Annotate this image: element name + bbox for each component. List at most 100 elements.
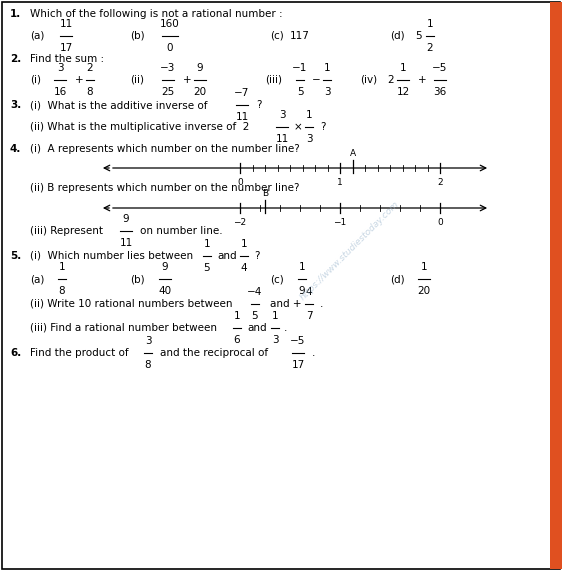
Text: 3: 3	[272, 335, 278, 345]
Text: 6: 6	[233, 335, 240, 345]
Text: 3.: 3.	[10, 100, 21, 110]
Text: (i)  A represents which number on the number line?: (i) A represents which number on the num…	[30, 144, 299, 154]
Text: (c): (c)	[270, 31, 284, 41]
Text: (iv): (iv)	[360, 75, 377, 85]
Text: (b): (b)	[130, 274, 144, 284]
Text: 5: 5	[297, 87, 303, 97]
Text: 2: 2	[87, 63, 93, 73]
Text: 1: 1	[241, 239, 247, 249]
Text: 160: 160	[160, 19, 180, 29]
Text: 1: 1	[400, 63, 406, 73]
Text: 5: 5	[204, 263, 210, 273]
Text: 12: 12	[396, 87, 409, 97]
Text: 0: 0	[167, 43, 173, 53]
Text: 1: 1	[324, 63, 331, 73]
Text: −4: −4	[247, 287, 263, 297]
Text: 8: 8	[59, 286, 65, 296]
Text: and +: and +	[270, 299, 302, 309]
Text: 2.: 2.	[10, 54, 21, 64]
Text: (i)  Which number lies between: (i) Which number lies between	[30, 251, 193, 261]
Text: 117: 117	[290, 31, 310, 41]
Text: https://www.studiestoday.com: https://www.studiestoday.com	[299, 200, 402, 302]
Text: 1: 1	[427, 19, 433, 29]
Text: (c): (c)	[270, 274, 284, 284]
Text: and: and	[217, 251, 237, 261]
Text: 1: 1	[337, 178, 343, 187]
Text: 11: 11	[275, 134, 289, 144]
Text: ?: ?	[254, 251, 259, 261]
Text: A: A	[350, 149, 355, 158]
Text: 2: 2	[427, 43, 433, 53]
Text: (iii) Represent: (iii) Represent	[30, 226, 103, 236]
Text: 25: 25	[161, 87, 175, 97]
Text: Find the sum :: Find the sum :	[30, 54, 104, 64]
Text: B: B	[262, 189, 268, 198]
Text: .: .	[312, 348, 315, 358]
Text: and: and	[247, 323, 267, 333]
Text: 8: 8	[145, 360, 151, 370]
Text: −1: −1	[333, 218, 347, 227]
Text: 4: 4	[306, 287, 312, 297]
Text: 11: 11	[235, 112, 249, 122]
Text: Find the product of: Find the product of	[30, 348, 129, 358]
Bar	[550, 2, 562, 569]
Text: 11: 11	[120, 238, 133, 248]
Text: 1: 1	[306, 110, 312, 120]
Text: 1: 1	[233, 311, 240, 321]
Text: (ii) Write 10 rational numbers between: (ii) Write 10 rational numbers between	[30, 299, 232, 309]
Text: (iii): (iii)	[265, 75, 282, 85]
Text: (d): (d)	[390, 31, 404, 41]
Text: 3: 3	[145, 336, 151, 346]
Text: 5.: 5.	[10, 251, 21, 261]
Text: −3: −3	[160, 63, 176, 73]
Text: 9: 9	[123, 214, 129, 224]
Text: (a): (a)	[30, 31, 45, 41]
Text: 3: 3	[279, 110, 285, 120]
Text: 5: 5	[415, 31, 422, 41]
Text: 1: 1	[299, 262, 305, 272]
Text: 3: 3	[57, 63, 63, 73]
Text: 4.: 4.	[10, 144, 21, 154]
Text: 7: 7	[306, 311, 312, 321]
Text: 16: 16	[54, 87, 67, 97]
Text: 9: 9	[162, 262, 168, 272]
Text: 11: 11	[59, 19, 73, 29]
Text: 1: 1	[421, 262, 428, 272]
Text: 1.: 1.	[10, 9, 21, 19]
Text: 3: 3	[306, 134, 312, 144]
Text: −: −	[312, 75, 321, 85]
Text: −7: −7	[234, 88, 250, 98]
Text: ×: ×	[294, 122, 303, 132]
Text: ?: ?	[320, 122, 325, 132]
Text: 5: 5	[252, 311, 258, 321]
Text: 0: 0	[237, 178, 243, 187]
Text: Which of the following is not a rational number :: Which of the following is not a rational…	[30, 9, 283, 19]
Text: +: +	[75, 75, 83, 85]
Text: (iii) Find a rational number between: (iii) Find a rational number between	[30, 323, 217, 333]
Text: (i)  What is the additive inverse of: (i) What is the additive inverse of	[30, 100, 208, 110]
Text: ?: ?	[256, 100, 262, 110]
Text: 1: 1	[59, 262, 65, 272]
Text: −5: −5	[290, 336, 306, 346]
Text: (i): (i)	[30, 75, 41, 85]
Text: .: .	[284, 323, 288, 333]
Text: (ii): (ii)	[130, 75, 144, 85]
Text: (a): (a)	[30, 274, 45, 284]
Text: 20: 20	[193, 87, 206, 97]
Text: 17: 17	[59, 43, 73, 53]
Text: 0: 0	[437, 218, 443, 227]
Text: 20: 20	[417, 286, 430, 296]
Text: 9: 9	[299, 286, 305, 296]
Text: (d): (d)	[390, 274, 404, 284]
Text: +: +	[183, 75, 192, 85]
Text: 36: 36	[433, 87, 447, 97]
Text: .: .	[320, 299, 323, 309]
Text: 40: 40	[158, 286, 171, 296]
Text: (ii) What is the multiplicative inverse of  2: (ii) What is the multiplicative inverse …	[30, 122, 249, 132]
Text: 3: 3	[324, 87, 331, 97]
Text: 6.: 6.	[10, 348, 21, 358]
Text: 17: 17	[292, 360, 305, 370]
Text: 9: 9	[197, 63, 203, 73]
Text: +: +	[418, 75, 426, 85]
Text: 2: 2	[437, 178, 443, 187]
